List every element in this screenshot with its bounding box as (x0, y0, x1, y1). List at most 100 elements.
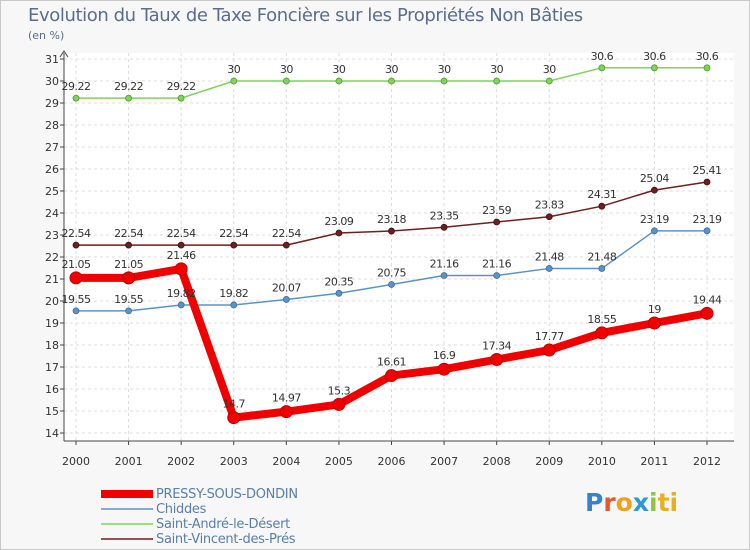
x-tick-label: 2001 (115, 455, 143, 468)
data-point (125, 307, 132, 315)
y-tick-label: 21 (45, 273, 59, 286)
data-label: 30.6 (696, 50, 719, 63)
y-axis-arrow (59, 50, 69, 58)
data-point (230, 301, 238, 309)
data-point (122, 271, 136, 285)
data-point (388, 227, 395, 235)
data-label: 19 (648, 303, 661, 316)
y-tick-label: 22 (45, 251, 59, 264)
data-label: 23.59 (482, 204, 511, 217)
logo-letter-x: x (632, 488, 649, 517)
y-tick-label: 29 (45, 97, 59, 110)
data-point (388, 281, 395, 288)
data-point (230, 241, 238, 249)
x-tick-label: 2009 (535, 455, 563, 468)
data-label: 30.6 (643, 50, 666, 63)
data-label: 30 (490, 63, 503, 76)
data-label: 22.54 (272, 227, 301, 240)
data-point (598, 265, 606, 272)
data-label: 18.55 (587, 313, 616, 326)
data-point (174, 262, 188, 276)
data-label: 30 (280, 63, 293, 76)
plot-background (64, 53, 734, 441)
data-label: 23.19 (640, 213, 669, 226)
data-label: 20.75 (377, 267, 406, 280)
data-point (598, 202, 606, 210)
x-tick-label: 2004 (272, 455, 300, 468)
y-tick-label: 15 (45, 405, 59, 418)
x-tick-label: 2012 (693, 455, 721, 468)
x-tick-label: 2006 (378, 455, 406, 468)
x-tick-label: 2010 (588, 455, 616, 468)
data-label: 19.44 (693, 293, 722, 306)
data-point (282, 241, 290, 249)
data-point (700, 306, 714, 320)
data-label: 29.22 (62, 80, 91, 93)
data-point (125, 241, 132, 249)
legend-item-chiddes: Chiddes (101, 501, 206, 517)
data-point (440, 223, 448, 231)
data-label: 23.19 (693, 213, 722, 226)
data-point (177, 301, 185, 309)
data-point (545, 213, 553, 221)
data-point (72, 94, 80, 102)
data-point (440, 272, 448, 279)
data-point (493, 272, 501, 279)
proxiti-logo: Proxiti (585, 488, 678, 517)
data-label: 19.55 (114, 293, 143, 306)
data-label: 17.77 (535, 330, 564, 343)
data-point (72, 307, 80, 315)
data-point (69, 271, 83, 285)
y-tick-label: 23 (45, 229, 59, 242)
chart-subtitle: (en %) (28, 29, 65, 42)
data-label: 29.22 (114, 80, 143, 93)
chart-title: Evolution du Taux de Taxe Foncière sur l… (28, 5, 583, 26)
y-tick-label: 16 (45, 383, 59, 396)
data-label: 30 (543, 63, 556, 76)
data-point (72, 241, 80, 249)
data-point (282, 77, 290, 85)
logo-letter-ti: ti (657, 488, 679, 517)
data-label: 16.9 (433, 349, 456, 362)
legend-label-pressy: PRESSY-SOUS-DONDIN (156, 486, 298, 502)
logo-letter-i: i (649, 488, 658, 517)
logo-letter-r: r (603, 488, 616, 517)
data-label: 21.48 (535, 250, 564, 263)
data-label: 21.16 (482, 257, 511, 270)
data-point (177, 94, 185, 102)
data-label: 29.22 (167, 80, 196, 93)
logo-letter-o: o (615, 488, 633, 517)
data-point (545, 77, 553, 85)
data-label: 23.09 (324, 215, 353, 228)
data-point (440, 77, 448, 85)
data-label: 23.83 (535, 199, 564, 212)
data-label: 23.35 (430, 209, 459, 222)
data-point (335, 77, 343, 85)
data-label: 14.97 (272, 392, 301, 405)
y-tick-label: 14 (45, 427, 59, 440)
data-point (335, 289, 343, 297)
y-tick-label: 28 (45, 119, 59, 132)
data-label: 30.6 (591, 50, 614, 63)
data-label: 30 (385, 63, 398, 76)
axes: 14 15 16 17 18 19 20 21 22 23 24 25 26 27 28 29 30 31 2000… (45, 50, 734, 468)
data-point (651, 227, 658, 235)
data-point (651, 186, 658, 194)
y-tick-label: 19 (45, 317, 59, 330)
x-tick-label: 2000 (62, 455, 90, 468)
data-point (279, 405, 293, 419)
data-point (227, 411, 241, 425)
data-point (282, 296, 290, 303)
data-point (545, 265, 553, 272)
legend-label-saint-andre: Saint-André-le-Désert (156, 516, 290, 532)
y-tick-label: 26 (45, 163, 59, 176)
data-point (125, 94, 132, 102)
data-label: 17.34 (482, 340, 511, 353)
data-point (332, 397, 346, 411)
data-point (493, 77, 501, 85)
data-label: 22.54 (114, 227, 143, 240)
data-point (703, 64, 711, 72)
data-label: 21.48 (587, 250, 616, 263)
data-label: 16.61 (377, 356, 406, 369)
